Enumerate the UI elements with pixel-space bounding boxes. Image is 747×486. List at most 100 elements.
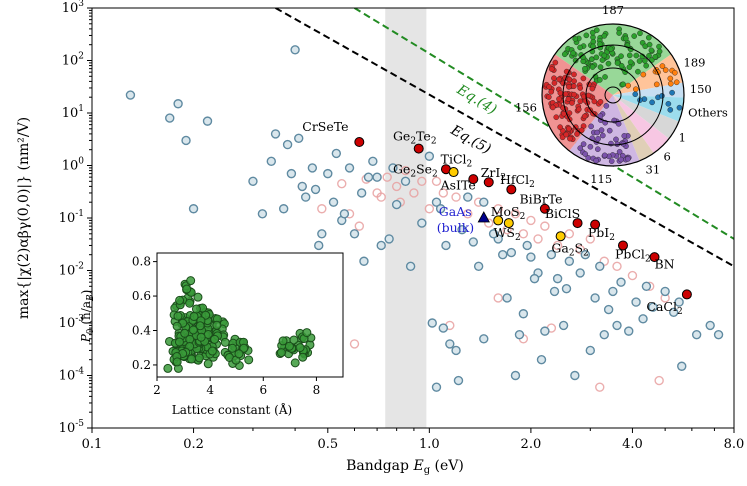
pink-point-14: [424, 204, 435, 214]
inset-point-211: [276, 348, 286, 358]
data-point-94: [363, 172, 374, 182]
inset-point-231: [191, 304, 201, 314]
inset-point-226: [180, 328, 190, 338]
wheel-point-81: [583, 32, 590, 39]
wheel-label-3: Others: [688, 106, 728, 120]
wheel-point-147: [591, 98, 598, 105]
data-point-67: [457, 224, 467, 235]
wheel-inner-ring: [585, 67, 641, 123]
wheel-point-205: [556, 76, 562, 83]
x-tick-label-0: 0.1: [82, 437, 103, 452]
inset-point-232: [195, 321, 205, 331]
wheel-point-249: [613, 136, 619, 143]
wheel-point-193: [563, 131, 570, 138]
wheel-point-173: [546, 94, 552, 100]
wheel-point-100: [589, 64, 596, 70]
data-point-22: [372, 172, 382, 182]
data-point-89: [286, 168, 297, 179]
data-point-59: [705, 320, 715, 331]
x-axis-ticks: 0.1 0.2 0.5 1.0 2.0 4.0 8.0: [82, 428, 744, 452]
data-point-52: [631, 297, 641, 307]
material-point-11: [555, 231, 566, 242]
y-tick-label-8: 103: [62, 0, 85, 16]
wheel-label-5: 6: [664, 150, 671, 164]
wheel-point-182: [581, 113, 588, 120]
data-point-77: [641, 281, 652, 292]
data-point-4: [202, 116, 213, 126]
material-point-9: [572, 218, 583, 229]
data-point-49: [608, 286, 618, 297]
data-point-20: [356, 188, 367, 198]
wheel-point-286: [669, 89, 675, 96]
wheel-segment-3: [613, 95, 684, 122]
material-label-6: HfCl2: [500, 172, 535, 190]
pink-point-27: [540, 221, 550, 231]
wheel-point-208: [549, 104, 556, 111]
wheel-point-287: [632, 91, 639, 98]
data-point-30: [438, 323, 449, 333]
wheel-point-73: [642, 58, 648, 64]
wheel-point-185: [577, 85, 583, 91]
wheel-point-275: [653, 81, 660, 88]
wheel-point-92: [633, 52, 640, 59]
material-point-15: [681, 289, 692, 300]
inset-y-tick-label-2: 0.6: [132, 289, 151, 303]
gaas-label-line2: (bulk): [437, 220, 474, 235]
wheel-point-218: [556, 96, 562, 102]
inset-point-242: [175, 295, 185, 305]
data-point-84: [431, 382, 442, 392]
wheel-point-197: [549, 66, 555, 72]
data-point-8: [248, 176, 258, 187]
wheel-point-190: [566, 84, 572, 90]
material-point-8: [493, 215, 504, 226]
material-label-14: BN: [655, 256, 675, 271]
wheel-point-59: [570, 50, 576, 56]
inset-point-167: [207, 346, 217, 356]
wheel-segment-4: [613, 95, 679, 139]
wheel-point-284: [667, 107, 674, 113]
reference-line-0: [353, 8, 734, 240]
data-point-15: [314, 240, 324, 251]
wheel-point-184: [548, 88, 555, 95]
pink-point-24: [518, 229, 529, 239]
inset-y-tick-label-3: 0.8: [132, 255, 151, 269]
wheel-point-11: [597, 64, 604, 70]
wheel-point-280: [640, 71, 647, 78]
data-point-63: [339, 209, 350, 219]
x-tick-label-2: 0.5: [317, 437, 338, 452]
wheel-point-161: [567, 135, 573, 142]
wheel-point-276: [673, 79, 680, 86]
wheel-core-ring: [604, 86, 622, 104]
wheel-point-156: [571, 91, 577, 98]
material-label-5: AsITe: [440, 177, 476, 192]
pink-point-29: [564, 229, 575, 239]
data-point-66: [405, 261, 416, 272]
data-point-10: [278, 204, 289, 214]
material-point-14: [649, 252, 660, 263]
wheel-point-263: [606, 127, 613, 134]
pink-point-31: [585, 234, 596, 244]
wheel-label-6: 31: [646, 163, 661, 177]
wheel-point-248: [601, 152, 608, 159]
data-point-56: [668, 307, 679, 317]
inset-x-title: Lattice constant (Å): [172, 402, 292, 417]
material-point-7: [539, 203, 550, 214]
data-point-55: [660, 286, 670, 297]
data-point-9: [270, 129, 281, 139]
data-point-68: [468, 237, 479, 247]
wheel-point-236: [594, 129, 601, 136]
data-point-54: [648, 302, 658, 312]
data-point-25: [400, 176, 411, 187]
data-point-0: [125, 90, 136, 100]
inset-point-246: [185, 298, 195, 308]
wheel-point-291: [659, 93, 665, 99]
wheel-point-265: [587, 143, 594, 150]
material-label-1: Ge2Te2: [393, 128, 437, 146]
wheel-point-123: [580, 75, 587, 82]
pink-point-18: [463, 209, 473, 219]
data-point-27: [431, 197, 442, 207]
wheel-point-34: [635, 68, 641, 75]
pink-point-9: [391, 181, 402, 192]
wheel-point-210: [553, 114, 560, 121]
